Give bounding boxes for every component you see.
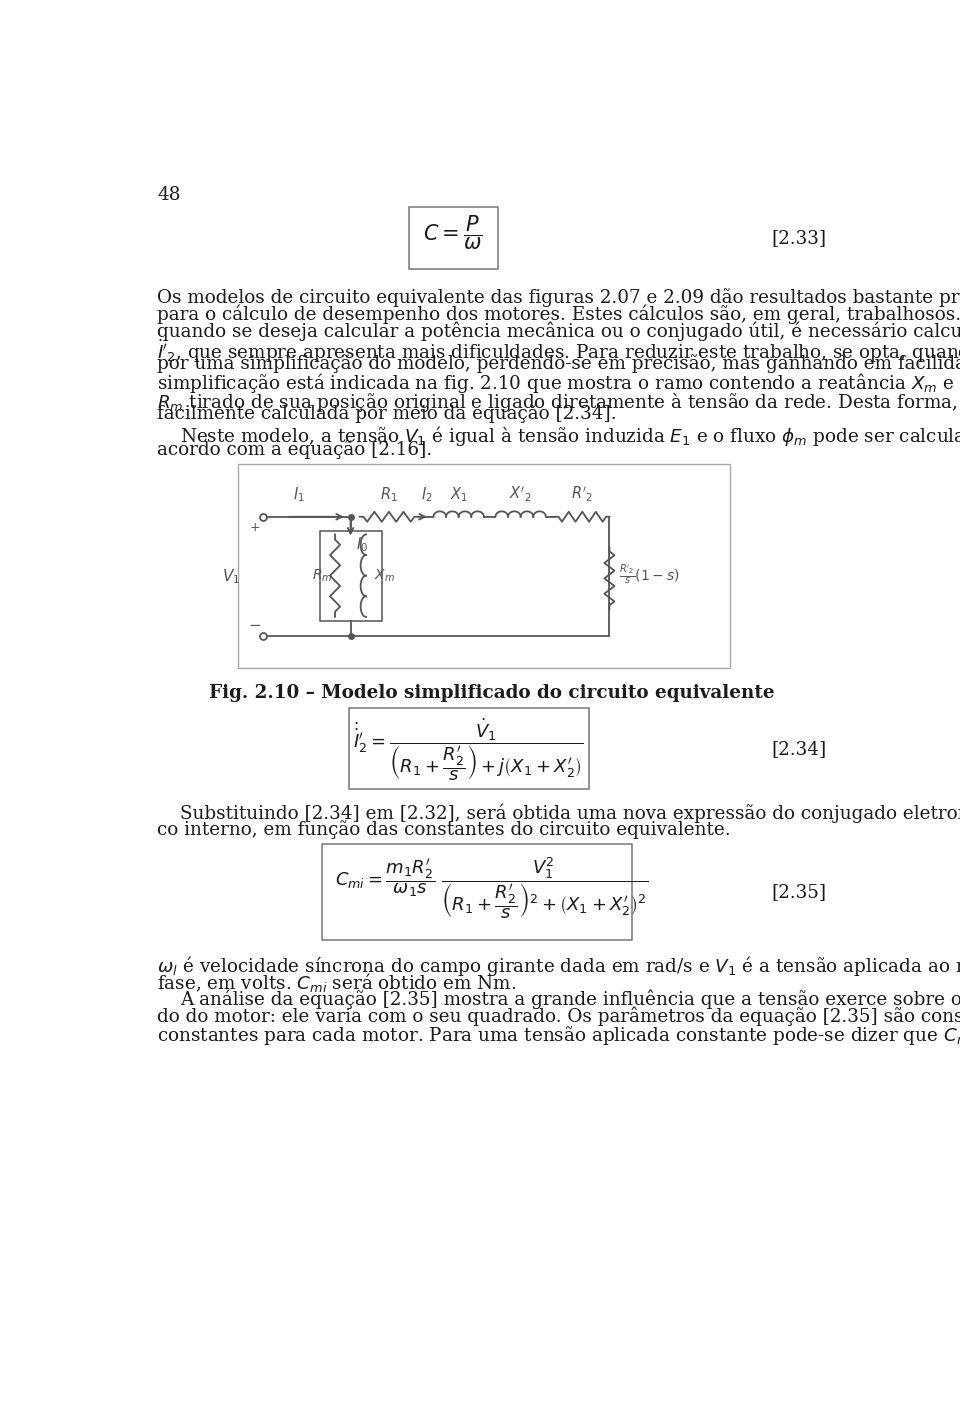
Bar: [409, 207, 498, 269]
Bar: [320, 530, 381, 620]
Text: [2.33]: [2.33]: [772, 229, 827, 247]
Text: $C_{mi} = \dfrac{m_1 R^{\prime}_2}{\omega_1 s}\ \dfrac{V_1^2}{\left(R_1+\dfrac{R: $C_{mi} = \dfrac{m_1 R^{\prime}_2}{\omeg…: [335, 856, 649, 921]
Text: Os modelos de circuito equivalente das figuras 2.07 e 2.09 dão resultados bastan: Os modelos de circuito equivalente das f…: [157, 288, 960, 307]
Text: $I_1$: $I_1$: [293, 485, 305, 505]
Text: quando se deseja calcular a potência mecânica ou o conjugado útil, é necessário : quando se deseja calcular a potência mec…: [157, 321, 960, 340]
Text: simplificação está indicada na fig. 2.10 que mostra o ramo contendo a reatância : simplificação está indicada na fig. 2.10…: [157, 371, 960, 395]
Text: $\omega_l$ é velocidade síncrona do campo girante dada em rad/s e $V_1$ é a tens: $\omega_l$ é velocidade síncrona do camp…: [157, 955, 960, 979]
Text: $R_1$: $R_1$: [380, 485, 397, 505]
Text: 48: 48: [157, 186, 180, 204]
Text: fase, em volts. $C_{mi}$ será obtido em Nm.: fase, em volts. $C_{mi}$ será obtido em …: [157, 970, 516, 994]
Text: $\frac{R'_2}{s}(1-s)$: $\frac{R'_2}{s}(1-s)$: [619, 562, 681, 586]
Text: $X'_2$: $X'_2$: [510, 485, 532, 505]
Text: co interno, em função das constantes do circuito equivalente.: co interno, em função das constantes do …: [157, 820, 731, 839]
Text: $R_m$ tirado de sua posição original e ligado diretamente à tensão da rede. Dest: $R_m$ tirado de sua posição original e l…: [157, 388, 960, 415]
Text: acordo com a equação [2.16].: acordo com a equação [2.16].: [157, 440, 432, 460]
Text: [2.34]: [2.34]: [772, 740, 827, 758]
Text: $X_1$: $X_1$: [449, 485, 468, 505]
Text: constantes para cada motor. Para uma tensão aplicada constante pode-se dizer que: constantes para cada motor. Para uma ten…: [157, 1022, 960, 1046]
Text: −: −: [249, 619, 262, 633]
Bar: [348, 709, 588, 789]
Text: +: +: [250, 522, 260, 534]
Text: $V_1$: $V_1$: [222, 567, 240, 586]
Text: por uma simplificação do modelo, perdendo-se em precisão, mas ganhando em facili: por uma simplificação do modelo, perdend…: [157, 354, 960, 373]
Text: facilmente calculada por meio da equação [2.34].: facilmente calculada por meio da equação…: [157, 404, 617, 423]
Text: A análise da equação [2.35] mostra a grande influência que a tensão exerce sobre: A análise da equação [2.35] mostra a gra…: [180, 990, 960, 1010]
Text: $\dot{I}'_2$, que sempre apresenta mais dificuldades. Para reduzir este trabalho: $\dot{I}'_2$, que sempre apresenta mais …: [157, 337, 960, 366]
Text: $I_0$: $I_0$: [356, 536, 368, 554]
Text: Fig. 2.10 – Modelo simplificado do circuito equivalente: Fig. 2.10 – Modelo simplificado do circu…: [209, 683, 775, 702]
Text: para o cálculo de desempenho dos motores. Estes cálculos são, em geral, trabalho: para o cálculo de desempenho dos motores…: [157, 305, 960, 325]
Text: Neste modelo, a tensão $V_1$ é igual à tensão induzida $E_1$ e o fluxo $\phi_m$ : Neste modelo, a tensão $V_1$ é igual à t…: [180, 423, 960, 447]
Text: Substituindo [2.34] em [2.32], será obtida uma nova expressão do conjugado eletr: Substituindo [2.34] em [2.32], será obti…: [180, 803, 960, 823]
Text: $R'_2$: $R'_2$: [571, 485, 593, 505]
Bar: [322, 844, 632, 941]
Text: [2.35]: [2.35]: [772, 883, 827, 901]
Text: $R_m$: $R_m$: [312, 568, 333, 583]
Bar: [238, 464, 731, 668]
Text: $I_2$: $I_2$: [421, 485, 433, 505]
Text: $X_m$: $X_m$: [373, 568, 395, 583]
Text: $\dot{\dot{I}}^{\prime}_2 = \dfrac{\dot{V}_1}{\left(R_1+\dfrac{R^{\prime}_2}{s}\: $\dot{\dot{I}}^{\prime}_2 = \dfrac{\dot{…: [353, 716, 584, 783]
Text: do do motor: ele varia com o seu quadrado. Os parâmetros da equação [2.35] são c: do do motor: ele varia com o seu quadrad…: [157, 1007, 960, 1025]
Text: $C = \dfrac{P}{\omega}$: $C = \dfrac{P}{\omega}$: [423, 214, 483, 252]
